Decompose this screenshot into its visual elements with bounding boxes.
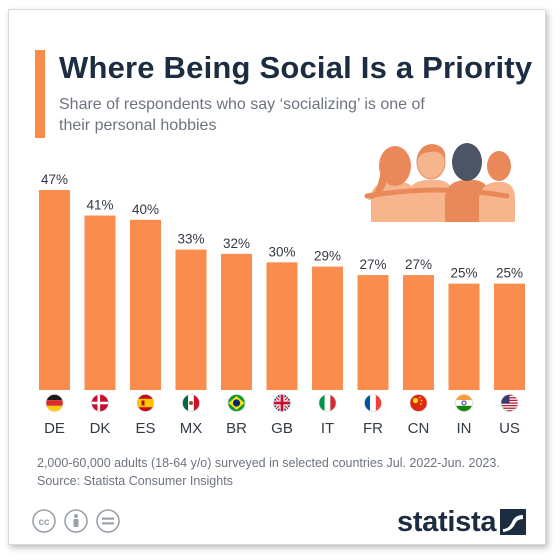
- spain-flag-icon: [136, 394, 155, 412]
- category-label-fr: FR: [363, 420, 383, 437]
- bar-dk: [84, 215, 116, 390]
- creative-commons-icon[interactable]: cc: [32, 509, 56, 533]
- value-label-mx: 33%: [177, 232, 204, 247]
- chart-title: Where Being Social Is a Priority: [59, 50, 533, 85]
- category-label-in: IN: [457, 420, 472, 437]
- bars-layer: [39, 190, 525, 390]
- bar-gb: [266, 262, 298, 390]
- source-note: Source: Statista Consumer Insights: [37, 474, 233, 488]
- category-label-mx: MX: [180, 420, 203, 437]
- category-label-us: US: [499, 420, 520, 437]
- linked-arms: [364, 187, 510, 199]
- bar-in: [448, 283, 480, 390]
- title-accent-bar: [35, 50, 45, 138]
- bar-it: [312, 266, 343, 390]
- germany-flag-icon: [45, 394, 64, 412]
- mexico-flag-icon: [182, 394, 200, 412]
- value-label-dk: 41%: [86, 198, 113, 213]
- italy-flag-icon: [318, 394, 337, 412]
- value-label-fr: 27%: [359, 257, 386, 272]
- brand-name: statista: [397, 505, 497, 538]
- flags-layer: [45, 394, 519, 412]
- license-icons: cc: [32, 509, 120, 533]
- category-label-gb: GB: [271, 420, 293, 437]
- bar-mx: [175, 249, 207, 390]
- value-labels-layer: 47% 41% 40% 33% 32% 30% 29% 27% 27% 25% 25%: [41, 172, 523, 281]
- value-label-es: 40%: [132, 202, 159, 217]
- category-label-cn: CN: [408, 420, 430, 437]
- infographic-card: Where Being Social Is a Priority Share o…: [8, 9, 546, 545]
- brazil-flag-icon: [227, 394, 246, 412]
- value-label-gb: 30%: [268, 244, 295, 259]
- category-label-it: IT: [321, 420, 334, 437]
- survey-note: 2,000-60,000 adults (18-64 y/o) surveyed…: [37, 456, 500, 470]
- attribution-icon[interactable]: [64, 509, 88, 533]
- uk-flag-icon: [273, 394, 291, 412]
- bar-us: [494, 283, 525, 390]
- category-label-br: BR: [226, 420, 247, 437]
- category-label-dk: DK: [90, 420, 111, 437]
- bar-de: [39, 190, 70, 390]
- friends-group-illustration: [364, 143, 515, 222]
- value-label-br: 32%: [223, 236, 250, 251]
- denmark-flag-icon: [91, 394, 109, 412]
- value-label-us: 25%: [496, 266, 523, 281]
- china-flag-icon: [409, 394, 428, 412]
- value-label-de: 47%: [41, 172, 68, 187]
- category-label-de: DE: [44, 420, 65, 437]
- chart-footnote: 2,000-60,000 adults (18-64 y/o) surveyed…: [37, 454, 500, 490]
- bar-chart: 47% 41% 40% 33% 32% 30% 29% 27% 27% 25% 25% DE DK ES M…: [39, 172, 525, 437]
- value-label-it: 29%: [314, 249, 341, 264]
- bar-fr: [357, 275, 389, 390]
- category-label-es: ES: [135, 420, 155, 437]
- bar-es: [130, 219, 161, 390]
- india-flag-icon: [455, 394, 473, 412]
- friend-left: [367, 146, 415, 222]
- category-labels-layer: DE DK ES MX BR GB IT FR CN IN US: [44, 420, 520, 437]
- france-flag-icon: [364, 394, 382, 412]
- svg-text:cc: cc: [38, 517, 50, 528]
- no-derivatives-icon[interactable]: [96, 509, 120, 533]
- statista-logo-icon: [500, 509, 527, 535]
- value-label-in: 25%: [450, 266, 477, 281]
- bar-br: [221, 253, 252, 390]
- bar-cn: [403, 275, 434, 390]
- usa-flag-icon: [500, 394, 519, 412]
- chart-subtitle: Share of respondents who say ‘socializin…: [59, 96, 425, 134]
- value-label-cn: 27%: [405, 257, 432, 272]
- statista-logo[interactable]: statista: [397, 504, 527, 540]
